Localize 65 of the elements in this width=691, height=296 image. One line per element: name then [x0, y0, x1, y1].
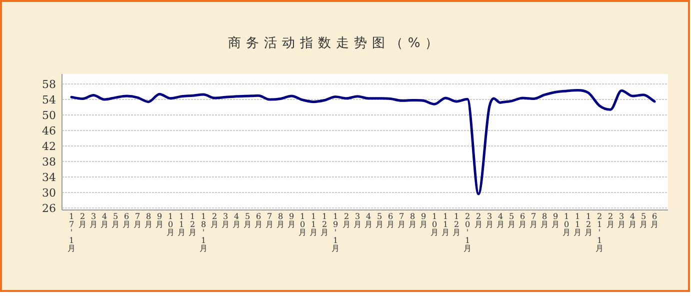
x-tick-label: 3月 — [222, 212, 230, 229]
x-tick-label: 6月 — [254, 212, 262, 229]
x-tick-label: 4月 — [496, 212, 504, 229]
x-tick-label: 7月 — [266, 212, 274, 229]
x-tick-label: 12月 — [188, 212, 196, 237]
x-tick-label: 4月 — [628, 212, 636, 229]
x-tick-label: 21'1月 — [596, 212, 604, 253]
x-tick-label: 6月 — [518, 212, 526, 229]
y-tick-label: 46 — [42, 124, 56, 138]
x-tick-label: 20'1月 — [464, 212, 472, 253]
line-series — [70, 88, 656, 196]
x-tick-label: 10月 — [298, 212, 306, 237]
x-tick-label: 5月 — [376, 212, 384, 229]
x-tick-label: 11月 — [178, 212, 186, 237]
x-tick-label: 8月 — [408, 212, 416, 229]
y-tick-label: 50 — [42, 109, 56, 122]
x-tick-label: 5月 — [640, 212, 648, 229]
x-tick-label: 10月 — [166, 212, 174, 237]
x-tick-label: 9月 — [420, 212, 428, 229]
y-tick-label: 30 — [42, 186, 56, 200]
x-tick-label: 3月 — [90, 212, 98, 229]
x-tick-label: 19'1月 — [332, 212, 340, 253]
x-tick-label: 9月 — [156, 212, 164, 229]
y-tick-label: 38 — [42, 156, 56, 168]
x-tick-label: 12月 — [452, 212, 460, 237]
x-tick-label: 4月 — [364, 212, 372, 229]
y-tick-label: 34 — [42, 171, 56, 184]
x-tick-label: 12月 — [584, 212, 592, 237]
x-tick-label: 9月 — [552, 212, 560, 229]
x-tick-label: 17'1月 — [68, 212, 76, 253]
x-tick-label: 8月 — [276, 212, 284, 229]
x-tick-label: 2月 — [606, 212, 614, 229]
x-tick-label: 11月 — [574, 212, 582, 237]
y-tick-label: 42 — [42, 140, 56, 153]
x-tick-label: 6月 — [386, 212, 394, 229]
x-tick-label: 6月 — [650, 212, 658, 229]
x-tick-label: 7月 — [134, 212, 142, 229]
x-tick-label: 3月 — [354, 212, 362, 229]
x-tick-label: 4月 — [100, 212, 108, 229]
x-tick-label: 2月 — [342, 212, 350, 229]
x-tick-label: 9月 — [288, 212, 296, 229]
x-tick-label: 8月 — [144, 212, 152, 229]
x-tick-label: 5月 — [508, 212, 516, 229]
x-tick-label: 4月 — [232, 212, 240, 229]
y-tick-label: 58 — [42, 78, 56, 91]
x-tick-label: 3月 — [486, 212, 494, 229]
x-tick-label: 7月 — [530, 212, 538, 229]
x-tick-label: 2月 — [210, 212, 218, 229]
x-tick-label: 10月 — [430, 212, 438, 237]
x-tick-label: 11月 — [310, 212, 318, 237]
x-tick-label: 11月 — [442, 212, 450, 237]
x-tick-label: 12月 — [320, 212, 328, 237]
x-tick-label: 7月 — [398, 212, 406, 229]
x-tick-label: 5月 — [244, 212, 252, 229]
x-tick-label: 18'1月 — [200, 212, 208, 253]
x-tick-label: 2月 — [474, 212, 482, 229]
x-tick-label: 3月 — [618, 212, 626, 229]
x-tick-label: 8月 — [540, 212, 548, 229]
chart-title: 商务活动指数走势图（%） — [228, 36, 444, 51]
x-tick-label: 5月 — [112, 212, 120, 229]
y-tick-label: 54 — [42, 94, 56, 106]
x-tick-label: 10月 — [562, 212, 570, 237]
y-tick-label: 26 — [42, 202, 56, 215]
x-tick-label: 2月 — [78, 212, 86, 229]
x-tick-label: 6月 — [122, 212, 130, 229]
